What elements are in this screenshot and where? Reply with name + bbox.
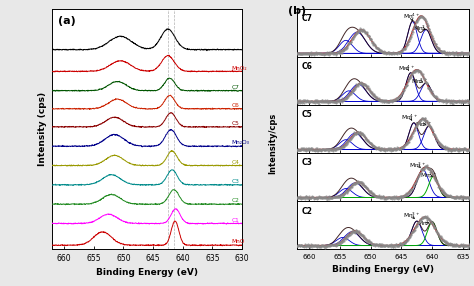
- Text: C6: C6: [231, 103, 239, 108]
- Text: Mn$^{3+}$: Mn$^{3+}$: [415, 120, 432, 129]
- Text: C6: C6: [302, 62, 312, 72]
- Text: Mn$^{3+}$: Mn$^{3+}$: [402, 211, 420, 220]
- Text: C7: C7: [231, 85, 239, 90]
- Text: (a): (a): [58, 16, 75, 26]
- Text: C4: C4: [231, 160, 239, 165]
- Text: MnO: MnO: [231, 239, 245, 245]
- Text: Intensity/cps: Intensity/cps: [268, 112, 277, 174]
- Text: Mn$^{4+}$: Mn$^{4+}$: [402, 12, 420, 21]
- Text: C3: C3: [231, 179, 239, 184]
- Text: Mn$^{4+}$: Mn$^{4+}$: [398, 63, 416, 73]
- Text: C5: C5: [302, 110, 312, 120]
- Text: C3: C3: [302, 158, 312, 168]
- Text: C2: C2: [231, 198, 239, 203]
- Text: Mn$^{3+}$: Mn$^{3+}$: [412, 23, 430, 33]
- Text: C7: C7: [302, 14, 313, 23]
- Text: MnO₂: MnO₂: [231, 65, 247, 71]
- Text: Mn$^{2+}$: Mn$^{2+}$: [417, 219, 434, 228]
- Text: (b): (b): [288, 6, 306, 16]
- Text: Mn₂O₃: Mn₂O₃: [231, 140, 249, 146]
- Text: C1: C1: [231, 218, 239, 223]
- Text: C5: C5: [231, 121, 239, 126]
- Text: Mn$^{2+}$: Mn$^{2+}$: [420, 171, 437, 180]
- X-axis label: Binding Energy (eV): Binding Energy (eV): [332, 265, 434, 274]
- X-axis label: Binding Energy (eV): Binding Energy (eV): [96, 268, 198, 277]
- Text: C2: C2: [302, 206, 312, 216]
- Y-axis label: Intensity (cps): Intensity (cps): [37, 92, 46, 166]
- Text: Mn$^{3+}$: Mn$^{3+}$: [410, 76, 428, 86]
- Text: Mn$^{4+}$: Mn$^{4+}$: [401, 113, 419, 122]
- Text: Mn$^{3+}$: Mn$^{3+}$: [409, 160, 426, 170]
